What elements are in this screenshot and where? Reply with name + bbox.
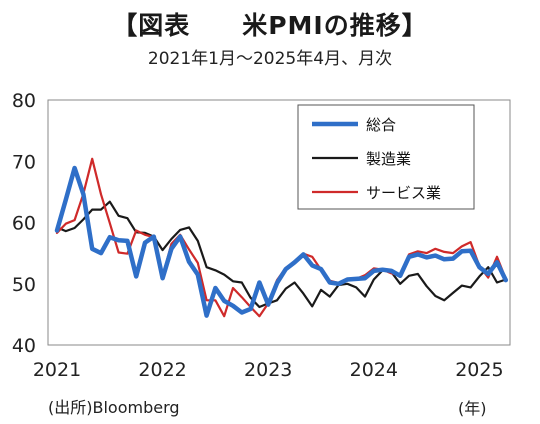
x-tick-label: 2023 — [244, 359, 292, 381]
x-tick-label: 2024 — [350, 359, 398, 381]
y-tick-label: 60 — [12, 213, 36, 235]
y-tick-label: 80 — [12, 90, 36, 112]
x-tick-label: 2022 — [138, 359, 186, 381]
legend-label: 総合 — [366, 116, 396, 134]
x-tick-label: 2021 — [33, 359, 81, 381]
x-axis-ticks: 2021 2022 2023 2024 2025 — [33, 359, 504, 381]
chart-title: 【図表 米PMIの推移】 — [112, 11, 428, 40]
legend-label: サービス業 — [366, 184, 441, 202]
y-axis-ticks: 40 50 60 70 80 — [12, 90, 36, 357]
series-lines — [54, 157, 509, 318]
y-tick-label: 50 — [12, 274, 36, 296]
y-tick-label: 40 — [12, 335, 36, 357]
x-axis-unit: (年) — [458, 399, 487, 418]
chart-subtitle: 2021年1月～2025年4月、月次 — [147, 49, 393, 69]
plot-frame — [47, 99, 511, 346]
series-line-manufacturing — [55, 200, 507, 309]
series-line-composite — [54, 165, 509, 318]
legend-label: 製造業 — [366, 150, 411, 168]
source-note: (出所)Bloomberg — [48, 398, 180, 417]
y-tick-label: 70 — [12, 151, 36, 173]
x-tick-label: 2025 — [455, 359, 503, 381]
